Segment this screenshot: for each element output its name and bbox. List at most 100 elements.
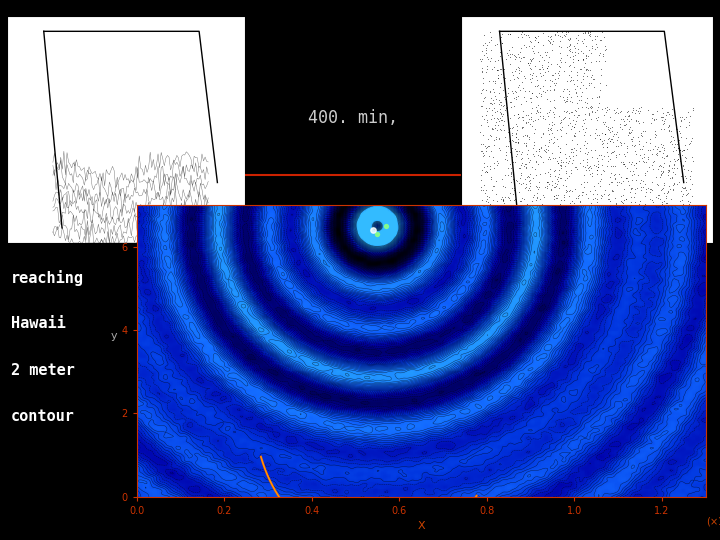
Point <box>517 113 528 122</box>
Point <box>611 203 623 212</box>
Point <box>617 191 629 200</box>
Point <box>549 75 561 83</box>
Point <box>585 199 597 207</box>
Point <box>495 98 506 107</box>
Point <box>479 222 490 231</box>
Point <box>500 148 512 157</box>
Point <box>605 224 616 233</box>
Point <box>533 80 544 89</box>
Point <box>575 65 586 73</box>
Point <box>517 107 528 116</box>
Point <box>505 53 516 62</box>
Point <box>626 184 638 193</box>
Point <box>607 186 618 194</box>
Point <box>647 208 659 217</box>
Point <box>544 202 556 211</box>
Point <box>663 167 675 176</box>
Point <box>495 195 507 204</box>
Point <box>597 161 608 170</box>
Point <box>612 133 624 142</box>
Point <box>620 195 631 204</box>
Point <box>530 234 541 243</box>
Point <box>573 225 585 234</box>
Point <box>569 163 580 171</box>
Point <box>611 215 622 224</box>
Point <box>522 215 534 224</box>
Point <box>576 37 588 45</box>
Point <box>501 103 513 111</box>
Point <box>554 160 566 169</box>
Point <box>518 214 530 223</box>
Point <box>580 42 592 51</box>
Point <box>522 206 534 215</box>
Point <box>615 115 626 124</box>
Point <box>511 150 523 159</box>
Point <box>630 150 642 158</box>
Point <box>528 129 540 137</box>
Point <box>550 78 562 87</box>
Point <box>570 107 582 116</box>
Point <box>501 234 513 242</box>
Point <box>636 201 647 210</box>
Point <box>520 74 531 83</box>
Point <box>551 212 562 220</box>
Point <box>554 170 565 179</box>
Point <box>541 109 553 118</box>
Point <box>587 212 598 220</box>
Point <box>585 146 597 154</box>
Point <box>531 201 543 210</box>
Point <box>505 167 517 176</box>
Point <box>654 113 666 122</box>
Point <box>489 92 500 100</box>
Point <box>632 227 644 236</box>
Point <box>554 148 566 157</box>
Point <box>622 220 634 228</box>
Point <box>516 99 527 108</box>
Point <box>597 137 608 145</box>
Point <box>561 42 572 51</box>
Point <box>502 128 513 137</box>
Point <box>585 162 596 171</box>
Point <box>585 223 597 232</box>
Point <box>483 238 495 246</box>
Point <box>609 227 621 235</box>
Point <box>680 191 692 199</box>
Point <box>565 169 577 178</box>
Point <box>634 200 645 209</box>
Point <box>527 69 539 77</box>
Point <box>621 202 632 211</box>
Point <box>529 62 541 70</box>
Point <box>537 64 549 73</box>
Point <box>485 175 497 184</box>
Point <box>591 210 603 219</box>
Point <box>495 98 507 106</box>
Point <box>563 192 575 200</box>
Point <box>474 55 486 63</box>
Point <box>576 122 588 131</box>
Point <box>675 187 686 195</box>
Point <box>510 53 522 62</box>
Point <box>572 99 583 107</box>
Point <box>663 161 675 170</box>
Point <box>522 110 534 119</box>
Point <box>586 42 598 51</box>
Point <box>649 133 660 141</box>
Point <box>548 215 559 224</box>
Point <box>658 206 670 215</box>
Point <box>668 218 680 226</box>
Point <box>575 65 587 73</box>
Point <box>624 124 635 133</box>
Point <box>557 210 568 219</box>
Point <box>579 110 590 118</box>
Point <box>662 108 674 117</box>
Point <box>684 112 696 121</box>
Point <box>610 208 621 217</box>
Point <box>570 119 581 128</box>
Point <box>528 224 539 233</box>
Point <box>485 46 497 55</box>
Point <box>508 137 519 145</box>
Point <box>555 116 567 125</box>
Point <box>513 112 524 121</box>
Point <box>562 159 574 167</box>
Point <box>649 210 660 219</box>
